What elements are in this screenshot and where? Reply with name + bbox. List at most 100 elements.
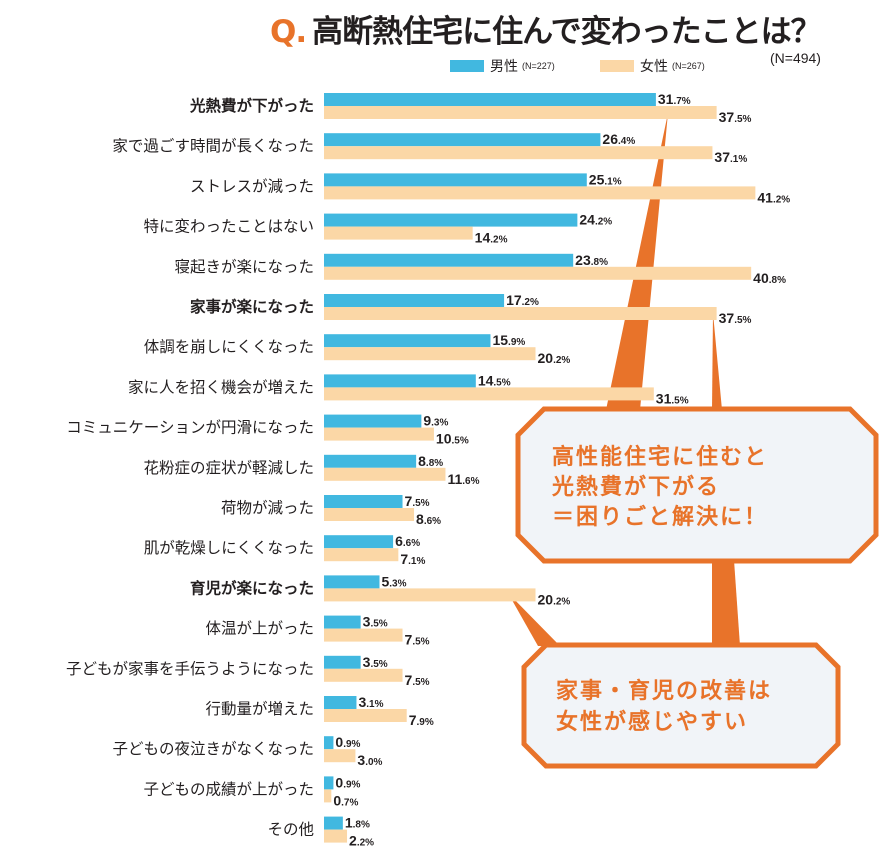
value-label-female: 7.9%: [409, 712, 434, 728]
category-label: 子どもの夜泣きがなくなった: [112, 740, 314, 758]
bar-female: [324, 628, 403, 642]
value-integer: 0: [335, 774, 343, 790]
value-label-female: 37.5%: [719, 310, 752, 326]
value-label-male: 3.1%: [358, 694, 383, 710]
value-integer: 5: [381, 573, 389, 589]
bar-male: [324, 173, 587, 187]
bar-female: [324, 146, 713, 160]
value-label-female: 41.2%: [757, 189, 790, 205]
category-label: 光熱費が下がった: [189, 96, 314, 115]
value-decimal: .8%: [353, 820, 370, 831]
value-integer: 14: [475, 230, 491, 246]
category-label: 子どもが家事を手伝うようになった: [66, 660, 314, 678]
question-mark-label: Q.: [270, 14, 307, 50]
value-label-male: 6.6%: [395, 533, 420, 549]
value-integer: 0: [335, 734, 343, 750]
bar-female: [324, 749, 356, 763]
bar-female: [324, 508, 415, 521]
bar-male: [324, 253, 574, 267]
value-label-male: 24.2%: [579, 212, 612, 228]
value-decimal: .5%: [412, 637, 429, 648]
callout-1-text-line: 高性能住宅に住むと: [552, 444, 768, 470]
category-labels: 光熱費が下がった家で過ごす時間が長くなったストレスが減った特に変わったことはない…: [66, 96, 314, 839]
bar-male: [324, 615, 361, 629]
category-label: 荷物が減った: [221, 499, 314, 517]
value-integer: 3: [358, 694, 366, 710]
value-integer: 37: [714, 149, 730, 165]
bar-male: [324, 495, 403, 508]
value-label-male: 1.8%: [345, 815, 370, 831]
value-label-female: 0.7%: [333, 792, 358, 808]
value-decimal: .7%: [673, 96, 690, 107]
value-label-male: 0.9%: [335, 734, 360, 750]
value-integer: 2: [349, 833, 357, 849]
value-integer: 7: [400, 551, 408, 567]
value-label-female: 8.6%: [416, 511, 441, 527]
value-label-female: 37.1%: [714, 149, 747, 165]
category-label: 家事が楽になった: [190, 297, 314, 316]
value-label-male: 9.3%: [423, 413, 448, 429]
value-label-male: 15.9%: [492, 332, 525, 348]
value-label-male: 17.2%: [506, 292, 539, 308]
value-decimal: .3%: [431, 418, 448, 429]
callout-1-text-line: 光熱費が下がる: [551, 474, 720, 500]
bar-male: [324, 213, 578, 227]
value-label-male: 0.9%: [335, 774, 360, 790]
bar-male: [324, 414, 422, 428]
value-label-female: 37.5%: [719, 109, 752, 125]
value-decimal: .5%: [452, 436, 469, 447]
value-integer: 7: [405, 672, 413, 688]
legend-n-female: (N=267): [672, 61, 705, 71]
value-label-female: 14.2%: [475, 230, 508, 246]
value-decimal: .2%: [595, 217, 612, 228]
total-sample-size: (N=494): [770, 50, 821, 66]
callout-1-text-line: ＝困りごと解決に！: [552, 504, 768, 530]
value-label-male: 7.5%: [405, 493, 430, 509]
category-label: 家に人を招く機会が増えた: [128, 378, 314, 396]
callout-2-text-line: 家事・育児の改善は: [556, 678, 772, 704]
value-decimal: .5%: [734, 114, 751, 125]
value-label-male: 31.7%: [658, 91, 691, 107]
value-integer: 17: [506, 292, 522, 308]
value-decimal: .2%: [490, 235, 507, 246]
value-decimal: .5%: [734, 315, 751, 326]
callout-pointer-1-secondary: [712, 313, 722, 410]
value-decimal: .2%: [357, 838, 374, 849]
value-label-female: 2.2%: [349, 833, 374, 849]
value-integer: 11: [447, 471, 462, 487]
bar-female: [324, 829, 348, 843]
value-integer: 31: [658, 91, 674, 107]
value-label-male: 23.8%: [575, 252, 608, 268]
bar-male: [324, 133, 601, 147]
value-integer: 15: [492, 332, 508, 348]
value-integer: 8: [416, 511, 424, 527]
value-decimal: .6%: [462, 476, 479, 487]
value-label-female: 20.2%: [537, 591, 570, 607]
category-label: 行動量が増えた: [205, 700, 314, 718]
legend-swatch-female: [600, 60, 634, 72]
value-decimal: .7%: [341, 797, 358, 808]
bar-female: [324, 548, 399, 562]
callout-pointer-2: [508, 593, 560, 646]
bar-male: [324, 776, 334, 790]
value-integer: 26: [602, 131, 618, 147]
value-decimal: .5%: [671, 395, 688, 406]
value-label-male: 3.5%: [363, 654, 388, 670]
value-label-female: 7.1%: [400, 551, 425, 567]
value-integer: 7: [409, 712, 417, 728]
legend-label-male: 男性: [490, 59, 518, 75]
value-decimal: .5%: [370, 619, 387, 630]
category-label: その他: [267, 821, 314, 839]
value-label-female: 11.6%: [447, 471, 479, 487]
bar-female: [324, 789, 332, 803]
bar-female: [324, 226, 473, 240]
bar-female: [324, 427, 434, 441]
value-decimal: .8%: [591, 257, 608, 268]
category-label: 家で過ごす時間が長くなった: [112, 137, 314, 155]
value-decimal: .5%: [493, 377, 510, 388]
value-label-male: 25.1%: [589, 171, 622, 187]
value-integer: 37: [719, 310, 735, 326]
category-label: 寝起きが楽になった: [174, 257, 314, 276]
bar-female: [324, 106, 717, 119]
